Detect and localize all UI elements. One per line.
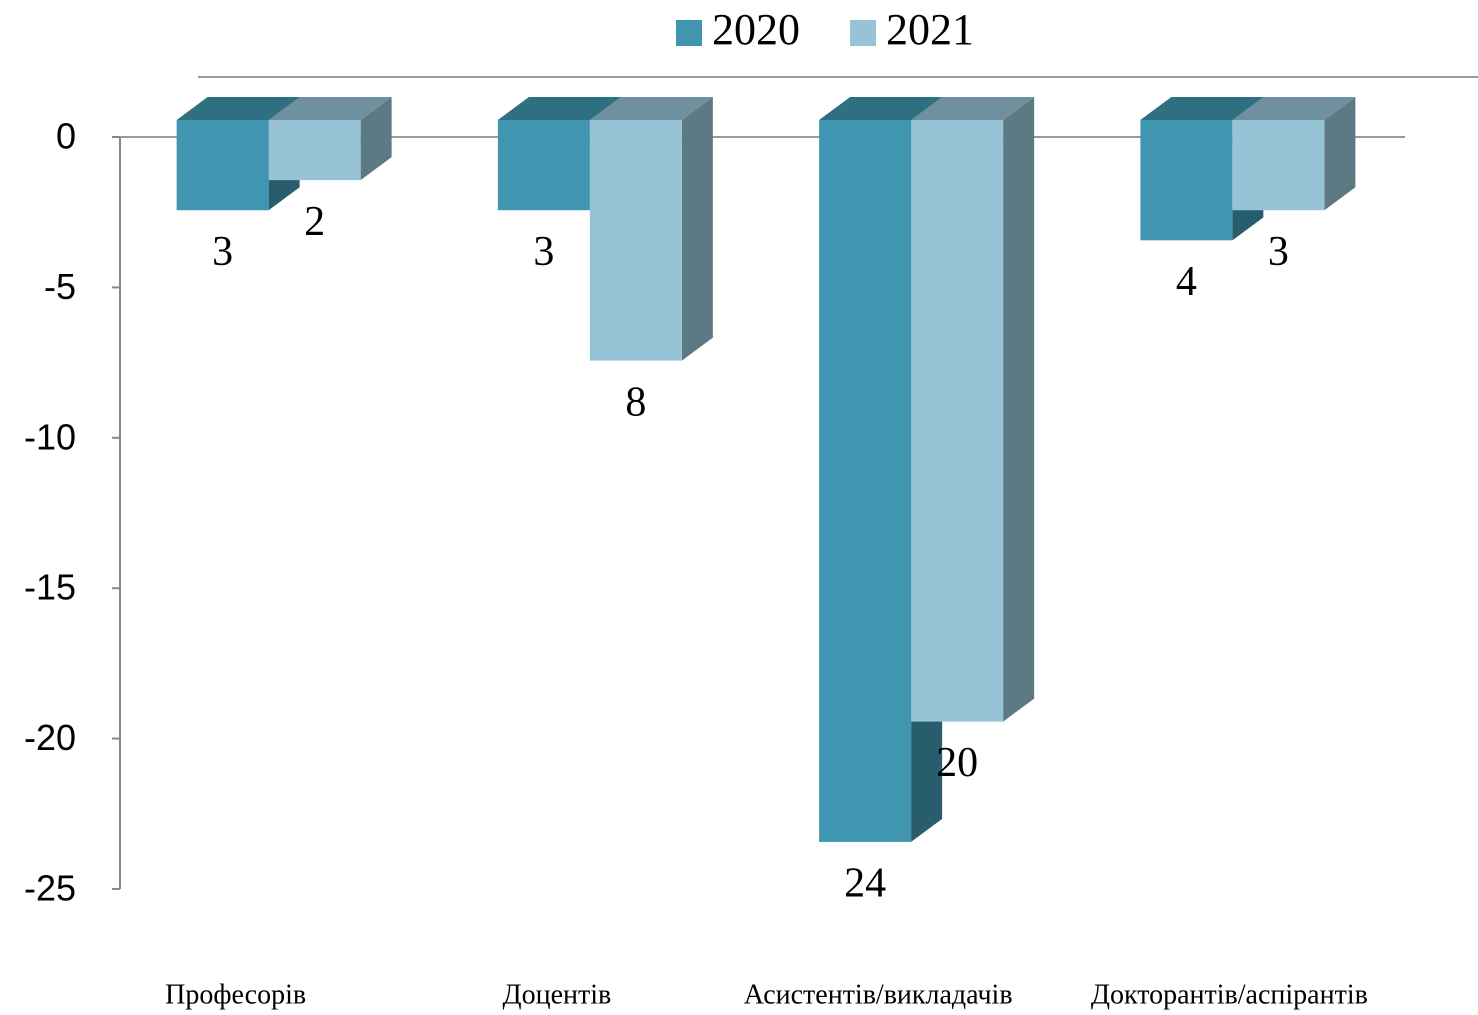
bar: [589, 120, 682, 361]
value-label: 3: [1268, 229, 1289, 275]
legend-label: 2021: [886, 5, 974, 54]
bar: [176, 120, 269, 211]
value-label: 3: [533, 229, 554, 275]
bar: [911, 120, 1004, 722]
bar: [497, 120, 590, 211]
y-tick-label: -25: [24, 868, 76, 909]
value-label: 8: [625, 379, 646, 425]
legend-swatch: [850, 20, 876, 46]
bar-top: [268, 97, 392, 120]
x-tick-label: Професорів: [165, 979, 306, 1010]
bar: [1140, 120, 1233, 241]
x-tick-label: Асистентів/викладачів: [744, 979, 1013, 1010]
bar-side: [360, 97, 392, 181]
value-label: 2: [304, 199, 325, 245]
bar-top: [1232, 97, 1356, 120]
y-tick-label: 0: [56, 116, 76, 157]
bar-top: [176, 97, 300, 120]
bar-top: [589, 97, 713, 120]
bar-top: [1140, 97, 1264, 120]
value-label: 4: [1176, 259, 1197, 305]
x-tick-label: Докторантів/аспірантів: [1091, 979, 1368, 1010]
value-label: 3: [212, 229, 233, 275]
y-tick-label: -5: [44, 266, 76, 307]
bar: [1232, 120, 1325, 211]
y-tick-label: -15: [24, 567, 76, 608]
y-tick-label: -10: [24, 416, 76, 457]
value-label: 20: [936, 740, 978, 786]
bar-side: [1324, 97, 1356, 211]
bar-top: [819, 97, 943, 120]
x-tick-label: Доцентів: [503, 979, 612, 1010]
legend-swatch: [676, 20, 702, 46]
legend-label: 2020: [712, 5, 800, 54]
bar-top: [911, 97, 1035, 120]
y-tick-label: -20: [24, 717, 76, 758]
bar-top: [497, 97, 621, 120]
bar-side: [681, 97, 713, 361]
bar-side: [1003, 97, 1035, 722]
bar: [819, 120, 912, 842]
value-label: 24: [844, 861, 886, 907]
bar: [268, 120, 361, 181]
